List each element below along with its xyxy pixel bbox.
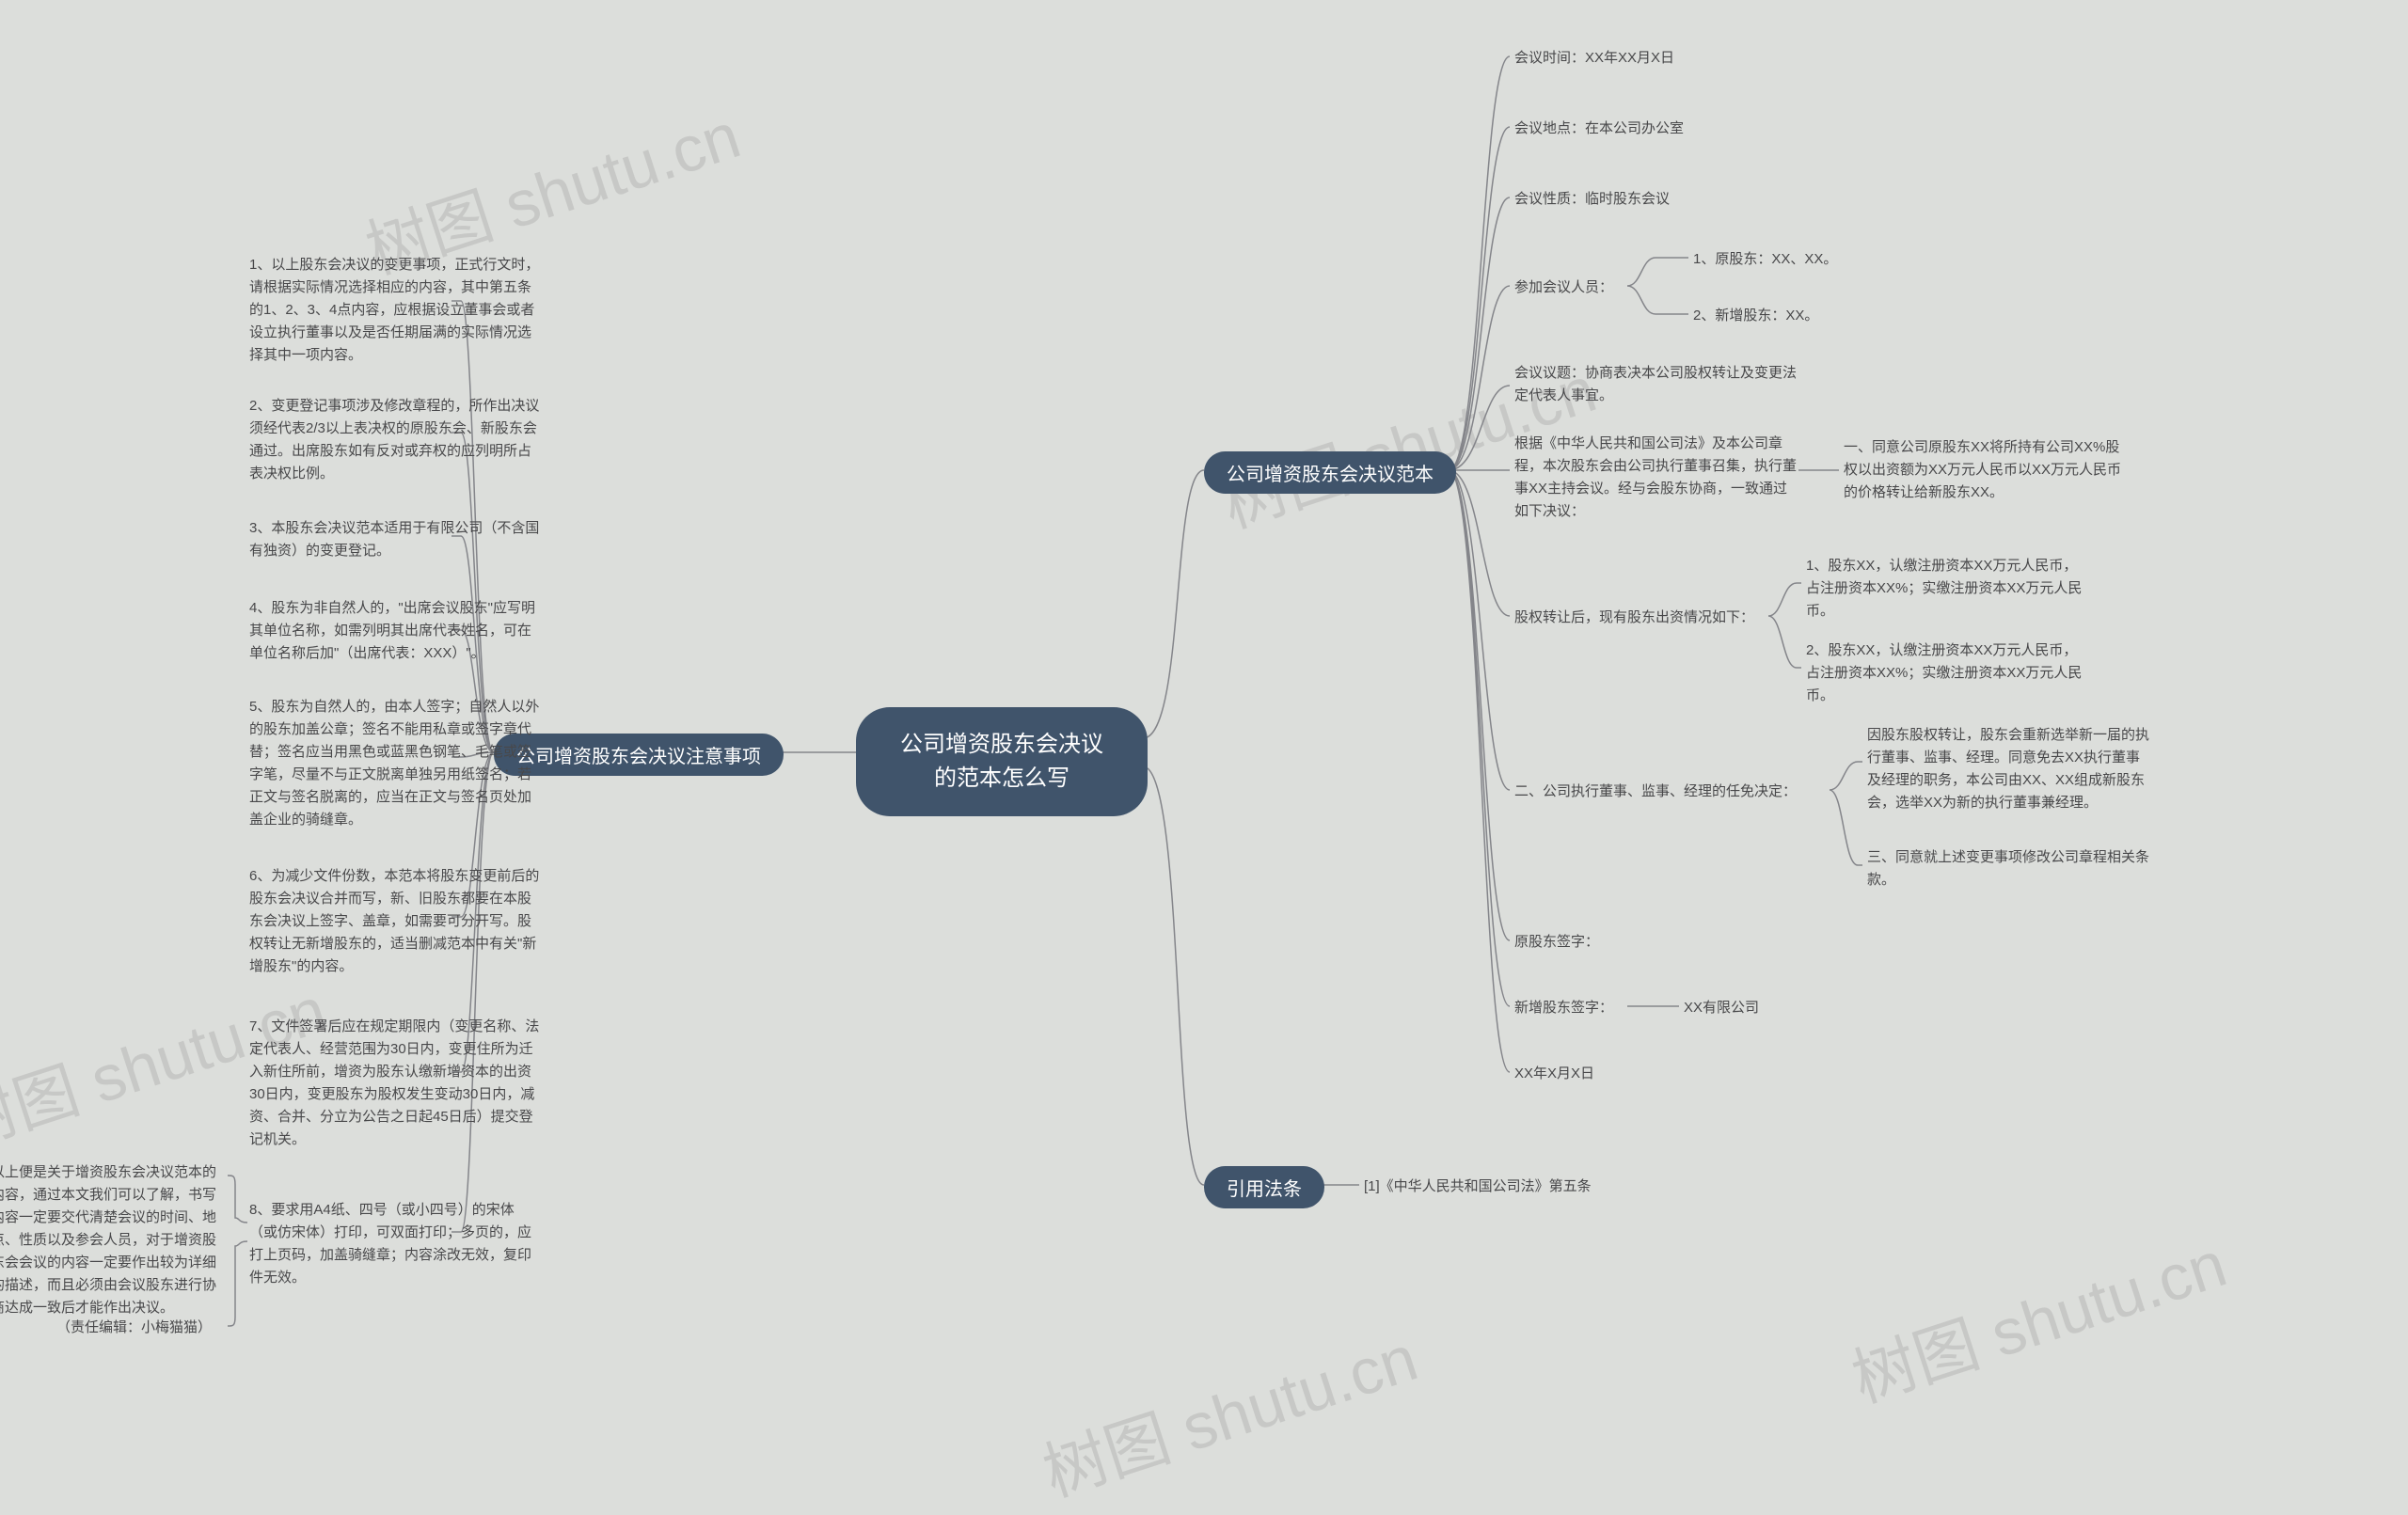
- tpl-exec-1: 因股东股权转让，股东会重新选举新一届的执行董事、监事、经理。同意免去XX执行董事…: [1867, 724, 2149, 814]
- tpl-sig-new-val: XX有限公司: [1684, 997, 1759, 1019]
- summary-editor: （责任编辑：小梅猫猫）: [56, 1317, 212, 1339]
- note-8: 8、要求用A4纸、四号（或小四号）的宋体（或仿宋体）打印，可双面打印；多页的，应…: [249, 1199, 541, 1289]
- tpl-attendee-1: 1、原股东：XX、XX。: [1693, 248, 1837, 271]
- tpl-date: XX年X月X日: [1514, 1063, 1594, 1085]
- tpl-after-label: 股权转让后，现有股东出资情况如下：: [1514, 607, 1754, 629]
- template-branch-label: 公司增资股东会决议范本: [1204, 451, 1456, 494]
- tpl-nature: 会议性质：临时股东会议: [1514, 188, 1670, 211]
- summary-text: 以上便是关于增资股东会决议范本的内容，通过本文我们可以了解，书写内容一定要交代清…: [0, 1161, 226, 1319]
- tpl-basis: 根据《中华人民共和国公司法》及本公司章程，本次股东会由公司执行董事召集，执行董事…: [1514, 433, 1797, 523]
- tpl-attendees-label: 参加会议人员：: [1514, 276, 1613, 299]
- tpl-place: 会议地点：在本公司办公室: [1514, 118, 1684, 140]
- note-7: 7、文件签署后应在规定期限内（变更名称、法定代表人、经营范围为30日内，变更住所…: [249, 1016, 541, 1151]
- template-branch-node: 公司增资股东会决议范本: [1204, 451, 1456, 494]
- note-1: 1、以上股东会决议的变更事项，正式行文时，请根据实际情况选择相应的内容，其中第五…: [249, 254, 541, 367]
- tpl-time: 会议时间：XX年XX月X日: [1514, 47, 1674, 70]
- law-branch-node: 引用法条: [1204, 1166, 1324, 1208]
- note-5: 5、股东为自然人的，由本人签字；自然人以外的股东加盖公章；签名不能用私章或签字章…: [249, 696, 541, 831]
- root-node: 公司增资股东会决议的范本怎么写: [856, 707, 1148, 816]
- tpl-after-1: 1、股东XX，认缴注册资本XX万元人民币，占注册资本XX%；实缴注册资本XX万元…: [1806, 555, 2088, 623]
- tpl-exec-2: 三、同意就上述变更事项修改公司章程相关条款。: [1867, 846, 2149, 892]
- note-3: 3、本股东会决议范本适用于有限公司（不含国有独资）的变更登记。: [249, 517, 541, 562]
- note-4: 4、股东为非自然人的，"出席会议股东"应写明其单位名称，如需列明其出席代表姓名，…: [249, 597, 541, 665]
- note-6: 6、为减少文件份数，本范本将股东变更前后的股东会决议合并而写，新、旧股东都要在本…: [249, 865, 541, 978]
- law-branch-label: 引用法条: [1204, 1166, 1324, 1208]
- tpl-exec-label: 二、公司执行董事、监事、经理的任免决定：: [1514, 781, 1797, 803]
- tpl-sig-old: 原股东签字：: [1514, 931, 1599, 954]
- tpl-basis-detail: 一、同意公司原股东XX将所持有公司XX%股权以出资额为XX万元人民币以XX万元人…: [1844, 436, 2126, 504]
- tpl-attendee-2: 2、新增股东：XX。: [1693, 305, 1818, 327]
- root-label: 公司增资股东会决议的范本怎么写: [856, 707, 1148, 816]
- note-2: 2、变更登记事项涉及修改章程的，所作出决议须经代表2/3以上表决权的原股东会、新…: [249, 395, 541, 485]
- tpl-topic: 会议议题：协商表决本公司股权转让及变更法定代表人事宜。: [1514, 362, 1797, 407]
- law-item: [1]《中华人民共和国公司法》第五条: [1364, 1176, 1592, 1198]
- tpl-after-2: 2、股东XX，认缴注册资本XX万元人民币，占注册资本XX%；实缴注册资本XX万元…: [1806, 639, 2088, 707]
- tpl-sig-new: 新增股东签字：: [1514, 997, 1613, 1019]
